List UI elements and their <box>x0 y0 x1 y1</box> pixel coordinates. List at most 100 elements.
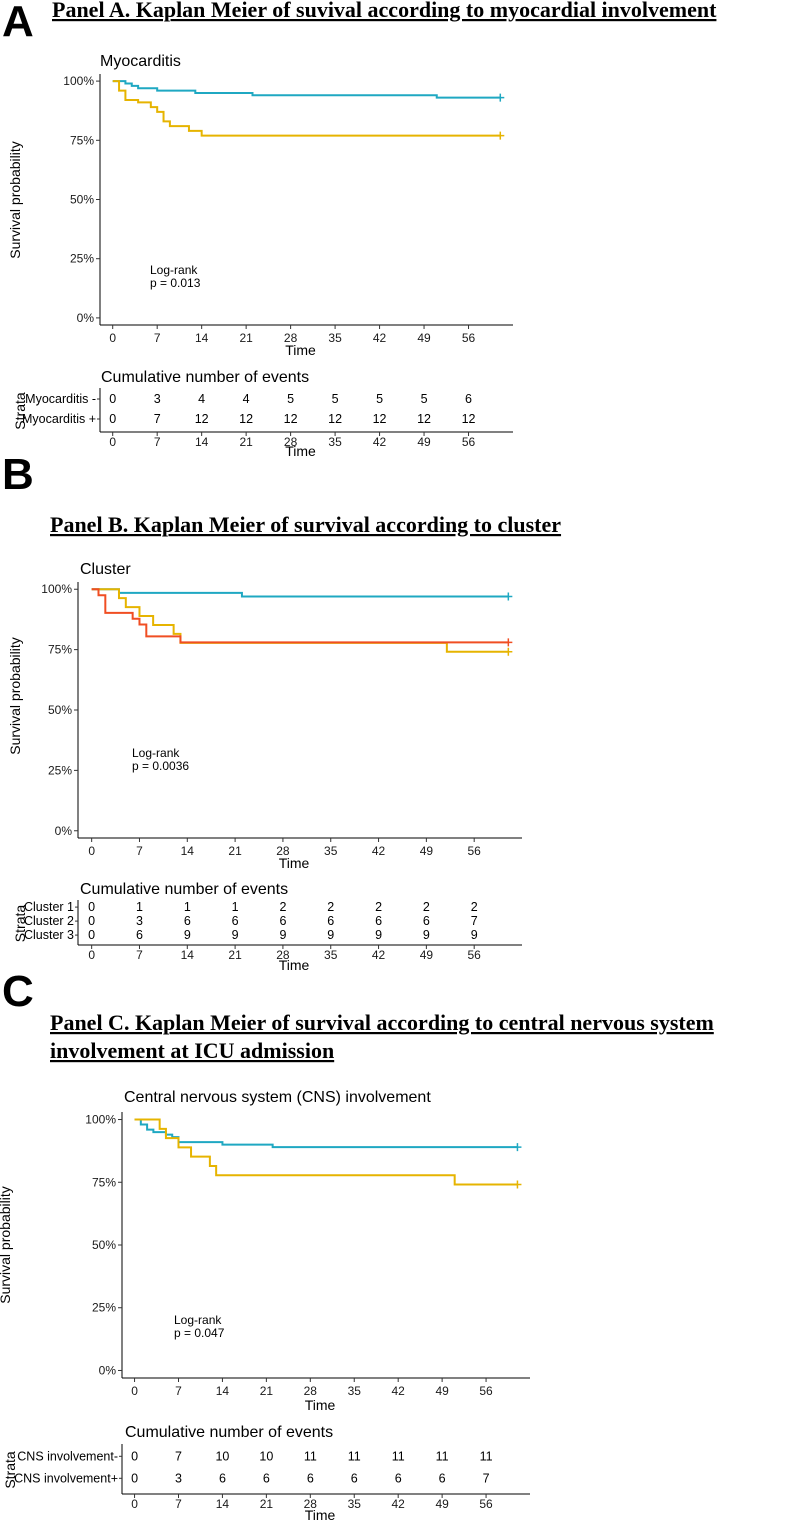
x-tick-label: 14 <box>216 1384 230 1398</box>
survival-curve-3 <box>91 588 509 644</box>
risk-cell: 0 <box>88 928 95 942</box>
x-tick-label: 7 <box>154 331 161 345</box>
panel-b-letter: B <box>2 450 34 499</box>
risk-x-tick-label: 28 <box>304 1497 318 1511</box>
x-tick-label: 21 <box>260 1384 274 1398</box>
censor-mark <box>513 1143 522 1152</box>
y-tick-label: 75% <box>48 643 72 657</box>
risk-cell: 9 <box>279 928 286 942</box>
x-tick-label: 56 <box>468 844 482 858</box>
strata-label: Strata <box>12 392 28 430</box>
y-axis-label: Survival probability <box>7 141 23 259</box>
risk-cell: 9 <box>423 928 430 942</box>
risk-cell: 2 <box>375 900 382 914</box>
y-tick-label: 75% <box>92 1175 116 1189</box>
risk-cell: 0 <box>109 392 116 406</box>
panel-c-heading-line2: involvement at ICU admission <box>50 1038 334 1063</box>
risk-cell: 6 <box>307 1471 314 1485</box>
risk-x-tick-label: 35 <box>324 948 338 962</box>
risk-cell: 11 <box>436 1449 449 1463</box>
risk-x-tick-label: 0 <box>131 1497 138 1511</box>
x-tick-label: 35 <box>328 331 342 345</box>
risk-cell: 12 <box>462 412 476 426</box>
risk-cell: 2 <box>327 900 334 914</box>
panel-c-letter: C <box>2 967 34 1016</box>
risk-cell: 0 <box>88 914 95 928</box>
risk-cell: 1 <box>232 900 239 914</box>
y-tick-label: 0% <box>99 1363 117 1377</box>
risk-cell: 6 <box>136 928 143 942</box>
risk-cell: 4 <box>198 392 205 406</box>
p-value-label: p = 0.047 <box>174 1326 225 1340</box>
y-axis-label: Survival probability <box>7 637 23 755</box>
risk-cell: 4 <box>243 392 250 406</box>
panel-a-letter: A <box>2 0 34 46</box>
x-tick-label: 7 <box>175 1384 182 1398</box>
risk-x-axis-label: Time <box>279 957 310 973</box>
risk-cell: 3 <box>136 914 143 928</box>
x-tick-label: 49 <box>420 844 434 858</box>
x-tick-label: 42 <box>373 331 387 345</box>
risk-cell: 9 <box>232 928 239 942</box>
x-tick-label: 0 <box>88 844 95 858</box>
risk-cell: 2 <box>423 900 430 914</box>
risk-cell: 1 <box>136 900 143 914</box>
x-tick-label: 0 <box>131 1384 138 1398</box>
x-tick-label: 49 <box>435 1384 449 1398</box>
x-tick-label: 49 <box>417 331 431 345</box>
p-value-label: p = 0.0036 <box>132 759 189 773</box>
survival-curve-2 <box>112 80 501 137</box>
x-tick-label: 7 <box>136 844 143 858</box>
censor-mark <box>496 93 505 102</box>
risk-cell: 5 <box>376 392 383 406</box>
p-value-label: p = 0.013 <box>150 276 201 290</box>
risk-cell: 7 <box>483 1471 490 1485</box>
risk-row-label: CNS involvement+ <box>14 1471 118 1485</box>
risk-cell: 6 <box>423 914 430 928</box>
risk-cell: 0 <box>109 412 116 426</box>
censor-mark <box>496 131 505 140</box>
survival-curve-1 <box>134 1118 518 1149</box>
risk-cell: 7 <box>154 412 161 426</box>
x-tick-label: 28 <box>304 1384 318 1398</box>
x-tick-label: 56 <box>479 1384 493 1398</box>
risk-x-tick-label: 28 <box>284 435 298 449</box>
risk-cell: 6 <box>219 1471 226 1485</box>
risk-cell: 3 <box>154 392 161 406</box>
risk-x-tick-label: 14 <box>216 1497 230 1511</box>
risk-row-label: Myocarditis - <box>25 392 96 406</box>
risk-x-tick-label: 28 <box>276 948 290 962</box>
risk-cell: 6 <box>279 914 286 928</box>
risk-x-tick-label: 21 <box>228 948 242 962</box>
risk-cell: 9 <box>184 928 191 942</box>
panel-b-heading: Panel B. Kaplan Meier of survival accord… <box>50 512 561 537</box>
risk-table-title: Cumulative number of events <box>80 881 288 898</box>
censor-mark <box>504 592 513 601</box>
y-tick-label: 50% <box>70 193 94 207</box>
risk-cell: 5 <box>421 392 428 406</box>
risk-x-tick-label: 49 <box>420 948 434 962</box>
risk-x-tick-label: 49 <box>417 435 431 449</box>
x-tick-label: 28 <box>276 844 290 858</box>
censor-mark <box>504 647 513 656</box>
risk-cell: 0 <box>131 1449 138 1463</box>
risk-cell: 0 <box>131 1471 138 1485</box>
risk-cell: 6 <box>439 1471 446 1485</box>
risk-cell: 12 <box>284 412 298 426</box>
x-tick-label: 56 <box>462 331 476 345</box>
x-axis-label: Time <box>285 342 316 358</box>
y-tick-label: 100% <box>41 582 72 596</box>
x-tick-label: 0 <box>109 331 116 345</box>
survival-curve-1 <box>91 588 509 598</box>
y-tick-label: 25% <box>48 763 72 777</box>
risk-x-tick-label: 14 <box>195 435 209 449</box>
y-tick-label: 50% <box>92 1238 116 1252</box>
risk-x-tick-label: 7 <box>154 435 161 449</box>
risk-cell: 6 <box>232 914 239 928</box>
risk-cell: 12 <box>373 412 387 426</box>
risk-x-tick-label: 21 <box>260 1497 274 1511</box>
risk-x-tick-label: 42 <box>372 948 386 962</box>
risk-cell: 6 <box>263 1471 270 1485</box>
censor-mark <box>513 1180 522 1189</box>
